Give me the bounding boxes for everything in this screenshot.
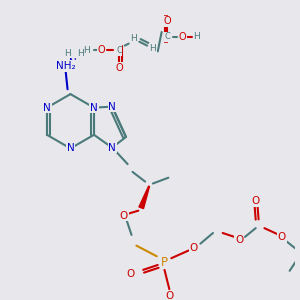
- Text: O: O: [120, 211, 128, 220]
- Text: H: H: [193, 32, 200, 41]
- Text: N: N: [67, 143, 74, 153]
- Polygon shape: [139, 186, 149, 208]
- Text: O: O: [278, 232, 286, 242]
- Text: O: O: [252, 196, 260, 206]
- Text: P: P: [161, 256, 168, 268]
- Text: N: N: [70, 58, 77, 68]
- Text: O: O: [164, 16, 171, 26]
- Text: O: O: [235, 235, 243, 245]
- Text: H: H: [77, 49, 83, 58]
- Text: O: O: [126, 269, 135, 279]
- Text: C: C: [164, 32, 170, 41]
- Text: H: H: [84, 46, 90, 55]
- Text: H: H: [64, 49, 71, 58]
- Text: N: N: [108, 102, 116, 112]
- Text: H: H: [149, 44, 156, 53]
- Text: H: H: [130, 34, 137, 43]
- Text: NH₂: NH₂: [56, 61, 75, 71]
- Text: N: N: [43, 103, 51, 113]
- Text: O: O: [190, 242, 198, 253]
- Text: O: O: [165, 291, 173, 300]
- Text: N: N: [90, 103, 98, 113]
- Text: O: O: [178, 32, 186, 42]
- Text: O: O: [98, 45, 105, 56]
- Text: N: N: [108, 142, 116, 153]
- Text: C: C: [116, 46, 122, 55]
- Text: O: O: [115, 63, 123, 73]
